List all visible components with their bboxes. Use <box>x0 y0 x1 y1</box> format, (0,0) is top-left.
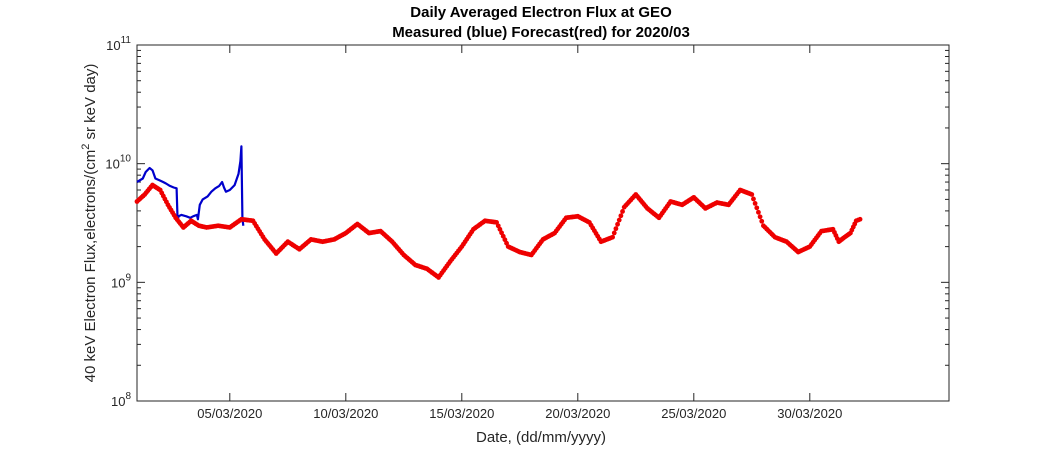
series-measured <box>136 145 245 226</box>
y-axis-label-superscript: 2 <box>80 144 92 150</box>
forecast-point <box>610 234 615 240</box>
plot-area <box>136 44 950 402</box>
forecast-point <box>752 201 758 206</box>
x-axis: 05/03/2020 10/03/2020 15/03/2020 20/03/2020… <box>197 45 842 421</box>
y-tick-label: 1011 <box>106 35 131 53</box>
x-tick-label: 30/03/2020 <box>777 406 842 421</box>
forecast-point <box>759 218 765 224</box>
measured-line <box>136 145 245 226</box>
y-tick-label-base: 10 <box>105 157 119 172</box>
forecast-point <box>754 205 760 211</box>
forecast-point <box>620 209 625 214</box>
x-tick-label: 25/03/2020 <box>661 406 726 421</box>
forecast-point <box>751 196 756 202</box>
y-tick-label-base: 10 <box>106 38 120 53</box>
forecast-point <box>616 217 622 223</box>
y-tick-label: 109 <box>111 272 131 290</box>
forecast-point <box>749 192 755 197</box>
chart-subtitle: Measured (blue) Forecast(red) for 2020/0… <box>392 24 690 41</box>
x-tick-label: 20/03/2020 <box>545 406 610 421</box>
forecast-point <box>611 230 617 236</box>
forecast-point <box>757 214 763 220</box>
y-axis-label: 40 keV Electron Flux,electrons/(cm2 sr k… <box>80 64 99 383</box>
y-axis-label-prefix: 40 keV Electron Flux,electrons/(cm <box>82 150 99 383</box>
y-tick-label-base: 10 <box>111 394 125 409</box>
y-axis-label-suffix: sr keV day) <box>82 64 99 144</box>
chart-title: Daily Averaged Electron Flux at GEO <box>410 4 672 21</box>
y-tick-label: 1010 <box>105 154 131 172</box>
series-forecast <box>134 182 863 280</box>
x-tick-label: 15/03/2020 <box>429 406 494 421</box>
x-tick-label: 05/03/2020 <box>197 406 262 421</box>
forecast-point <box>756 209 761 215</box>
y-tick-label-exponent: 11 <box>121 35 132 46</box>
forecast-point <box>857 216 863 222</box>
y-tick-label-exponent: 9 <box>125 272 131 283</box>
forecast-point <box>613 226 619 232</box>
x-tick-label: 10/03/2020 <box>313 406 378 421</box>
forecast-point <box>615 221 620 227</box>
forecast-point <box>618 213 624 219</box>
x-axis-label: Date, (dd/mm/yyyy) <box>476 429 606 446</box>
y-tick-label-exponent: 8 <box>125 391 131 402</box>
y-tick-label-exponent: 10 <box>120 154 132 165</box>
y-tick-label-base: 10 <box>111 275 125 290</box>
y-tick-label: 108 <box>111 391 131 409</box>
